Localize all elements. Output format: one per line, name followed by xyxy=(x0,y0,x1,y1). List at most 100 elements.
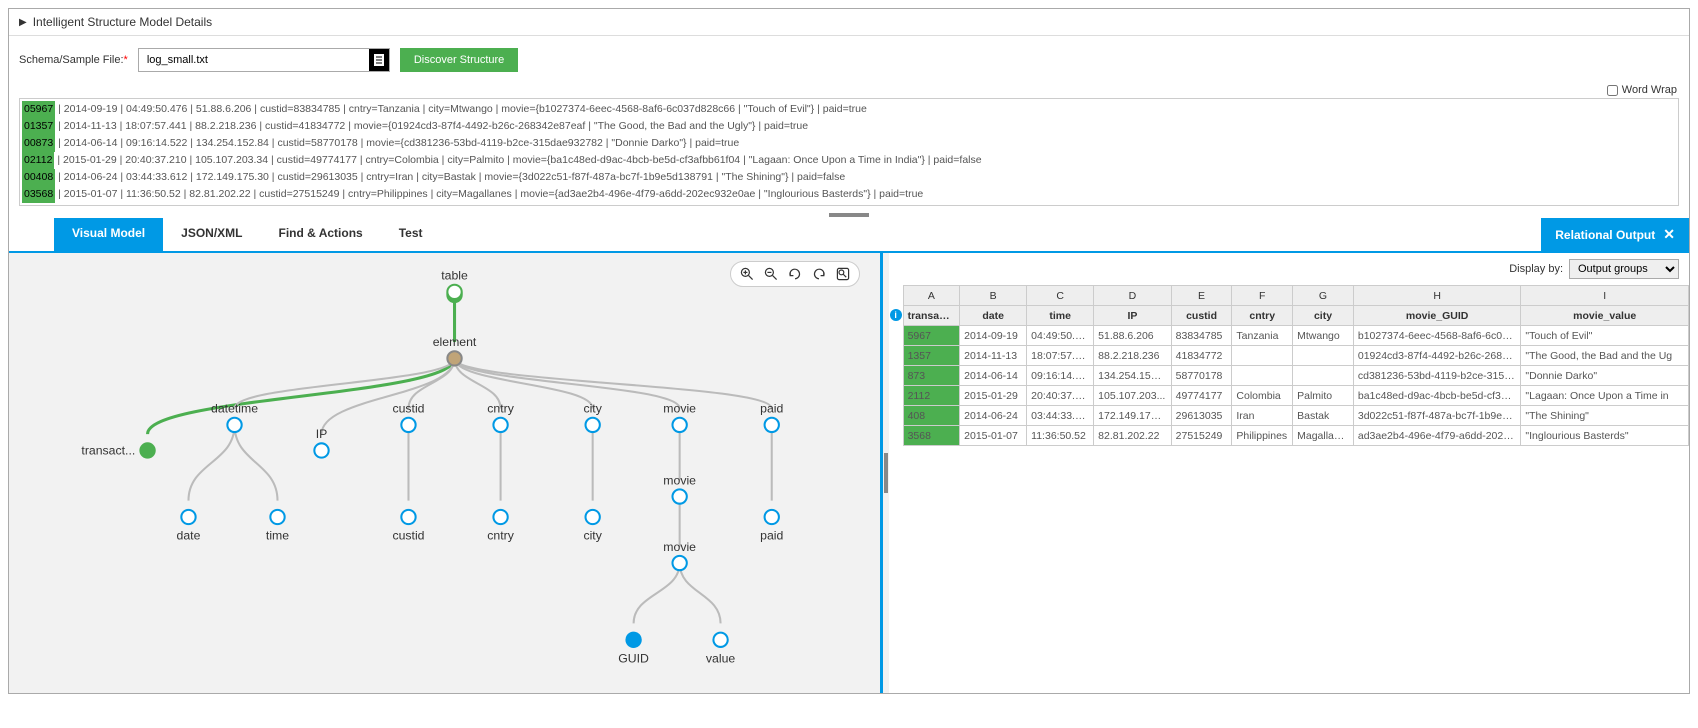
file-browse-icon[interactable] xyxy=(369,49,389,71)
tree-node-IP[interactable] xyxy=(314,443,328,457)
tree-node-custid[interactable] xyxy=(401,510,415,524)
tree-node-cntry[interactable] xyxy=(493,510,507,524)
tree-node-datetime[interactable] xyxy=(227,418,241,432)
tree-node-movie_cc[interactable] xyxy=(672,556,686,570)
tab-find-actions[interactable]: Find & Actions xyxy=(260,218,380,251)
zoom-out-icon[interactable] xyxy=(763,266,779,282)
svg-text:element: element xyxy=(433,335,477,349)
tree-node-paid_p[interactable] xyxy=(765,418,779,432)
table-cell: 03:44:33.612 xyxy=(1027,406,1094,426)
zoom-in-icon[interactable] xyxy=(739,266,755,282)
relational-output-button[interactable]: Relational Output ✕ xyxy=(1541,218,1689,251)
display-by-select[interactable]: Output groups xyxy=(1569,259,1679,279)
table-row[interactable]: 4082014-06-2403:44:33.612172.149.175.302… xyxy=(903,406,1688,426)
close-icon[interactable]: ✕ xyxy=(1663,226,1675,243)
undo-icon[interactable] xyxy=(811,266,827,282)
tree-node-city_p[interactable] xyxy=(586,418,600,432)
tree-node-date[interactable] xyxy=(181,510,195,524)
tree-diagram[interactable]: tableelementtransact...datetimeIPcustidc… xyxy=(9,253,880,693)
panel-header[interactable]: ▶ Intelligent Structure Model Details xyxy=(9,9,1689,36)
col-header[interactable]: movie_GUID xyxy=(1353,306,1521,326)
svg-text:transact...: transact... xyxy=(81,444,135,458)
svg-text:movie: movie xyxy=(663,402,696,416)
table-cell: 82.81.202.22 xyxy=(1094,426,1171,446)
fit-icon[interactable] xyxy=(835,266,851,282)
col-letter[interactable]: C xyxy=(1027,286,1094,306)
col-letter[interactable]: I xyxy=(1521,286,1689,306)
table-cell: 105.107.203... xyxy=(1094,386,1171,406)
table-cell: 83834785 xyxy=(1171,326,1232,346)
col-letter[interactable]: G xyxy=(1293,286,1354,306)
table-cell xyxy=(1232,366,1293,386)
svg-text:paid: paid xyxy=(760,402,783,416)
table-cell: "Lagaan: Once Upon a Time in xyxy=(1521,386,1689,406)
tree-node-paid[interactable] xyxy=(765,510,779,524)
svg-text:movie: movie xyxy=(663,473,696,487)
tree-node-cntry_p[interactable] xyxy=(493,418,507,432)
tree-node-movie_p[interactable] xyxy=(672,418,686,432)
table-row[interactable]: 8732014-06-1409:16:14.522134.254.152.845… xyxy=(903,366,1688,386)
tree-node-movie_c[interactable] xyxy=(672,489,686,503)
table-cell: 2014-06-14 xyxy=(960,366,1027,386)
col-header[interactable]: transactio... xyxy=(903,306,960,326)
file-input[interactable] xyxy=(139,49,369,71)
tree-node-element[interactable] xyxy=(447,351,461,365)
table-cell: 27515249 xyxy=(1171,426,1232,446)
table-row[interactable]: 21122015-01-2920:40:37.210105.107.203...… xyxy=(903,386,1688,406)
tree-node-city[interactable] xyxy=(586,510,600,524)
table-cell: cd381236-53bd-4119-b2ce-315dae... xyxy=(1353,366,1521,386)
tree-node-value[interactable] xyxy=(713,633,727,647)
col-header[interactable]: custid xyxy=(1171,306,1232,326)
table-cell: 2112 xyxy=(903,386,960,406)
table-cell: "The Good, the Bad and the Ug xyxy=(1521,346,1689,366)
table-row[interactable]: 13572014-11-1318:07:57.44188.2.218.23641… xyxy=(903,346,1688,366)
table-row[interactable]: 59672014-09-1904:49:50.4...51.88.6.20683… xyxy=(903,326,1688,346)
col-header[interactable]: cntry xyxy=(1232,306,1293,326)
table-cell: Magallanes xyxy=(1293,426,1354,446)
redo-icon[interactable] xyxy=(787,266,803,282)
col-header[interactable]: city xyxy=(1293,306,1354,326)
col-header[interactable]: date xyxy=(960,306,1027,326)
table-cell: 134.254.152.84 xyxy=(1094,366,1171,386)
table-cell xyxy=(1232,346,1293,366)
tree-node-custid_p[interactable] xyxy=(401,418,415,432)
tab-visual-model[interactable]: Visual Model xyxy=(54,218,163,251)
table-cell: "Inglourious Basterds" xyxy=(1521,426,1689,446)
col-header[interactable]: IP xyxy=(1094,306,1171,326)
col-header[interactable]: time xyxy=(1027,306,1094,326)
svg-text:table: table xyxy=(441,269,468,283)
tab-test[interactable]: Test xyxy=(381,218,441,251)
svg-text:time: time xyxy=(266,529,289,543)
tree-node-time[interactable] xyxy=(270,510,284,524)
tree-node-transact[interactable] xyxy=(140,443,154,457)
svg-text:city: city xyxy=(583,402,602,416)
col-letter[interactable]: D xyxy=(1094,286,1171,306)
log-preview-panel: 05967 | 2014-09-19 | 04:49:50.476 | 51.8… xyxy=(19,98,1679,206)
col-letter[interactable]: H xyxy=(1353,286,1521,306)
table-row[interactable]: 35682015-01-0711:36:50.5282.81.202.22275… xyxy=(903,426,1688,446)
display-by-label: Display by: xyxy=(1509,263,1563,275)
info-icon[interactable]: i xyxy=(890,309,902,321)
col-letter[interactable]: E xyxy=(1171,286,1232,306)
expand-arrow-icon[interactable]: ▶ xyxy=(19,17,27,28)
col-letter[interactable]: F xyxy=(1232,286,1293,306)
table-cell: 2015-01-29 xyxy=(960,386,1027,406)
col-header[interactable]: movie_value xyxy=(1521,306,1689,326)
svg-text:cntry: cntry xyxy=(487,402,514,416)
svg-text:custid: custid xyxy=(392,402,424,416)
tab-json-xml[interactable]: JSON/XML xyxy=(163,218,260,251)
table-cell: 5967 xyxy=(903,326,960,346)
log-line: 05967 | 2014-09-19 | 04:49:50.476 | 51.8… xyxy=(22,101,1676,118)
col-letter[interactable]: A xyxy=(903,286,960,306)
table-cell: "Donnie Darko" xyxy=(1521,366,1689,386)
discover-structure-button[interactable]: Discover Structure xyxy=(400,48,518,72)
table-cell: 2014-06-24 xyxy=(960,406,1027,426)
tree-node-GUID[interactable] xyxy=(626,633,640,647)
col-letter[interactable]: B xyxy=(960,286,1027,306)
word-wrap-checkbox[interactable] xyxy=(1607,85,1618,96)
table-cell: Iran xyxy=(1232,406,1293,426)
table-cell: "The Shining" xyxy=(1521,406,1689,426)
table-cell: b1027374-6eec-4568-8af6-6c037... xyxy=(1353,326,1521,346)
table-cell: 29613035 xyxy=(1171,406,1232,426)
panel-title: Intelligent Structure Model Details xyxy=(33,15,212,29)
